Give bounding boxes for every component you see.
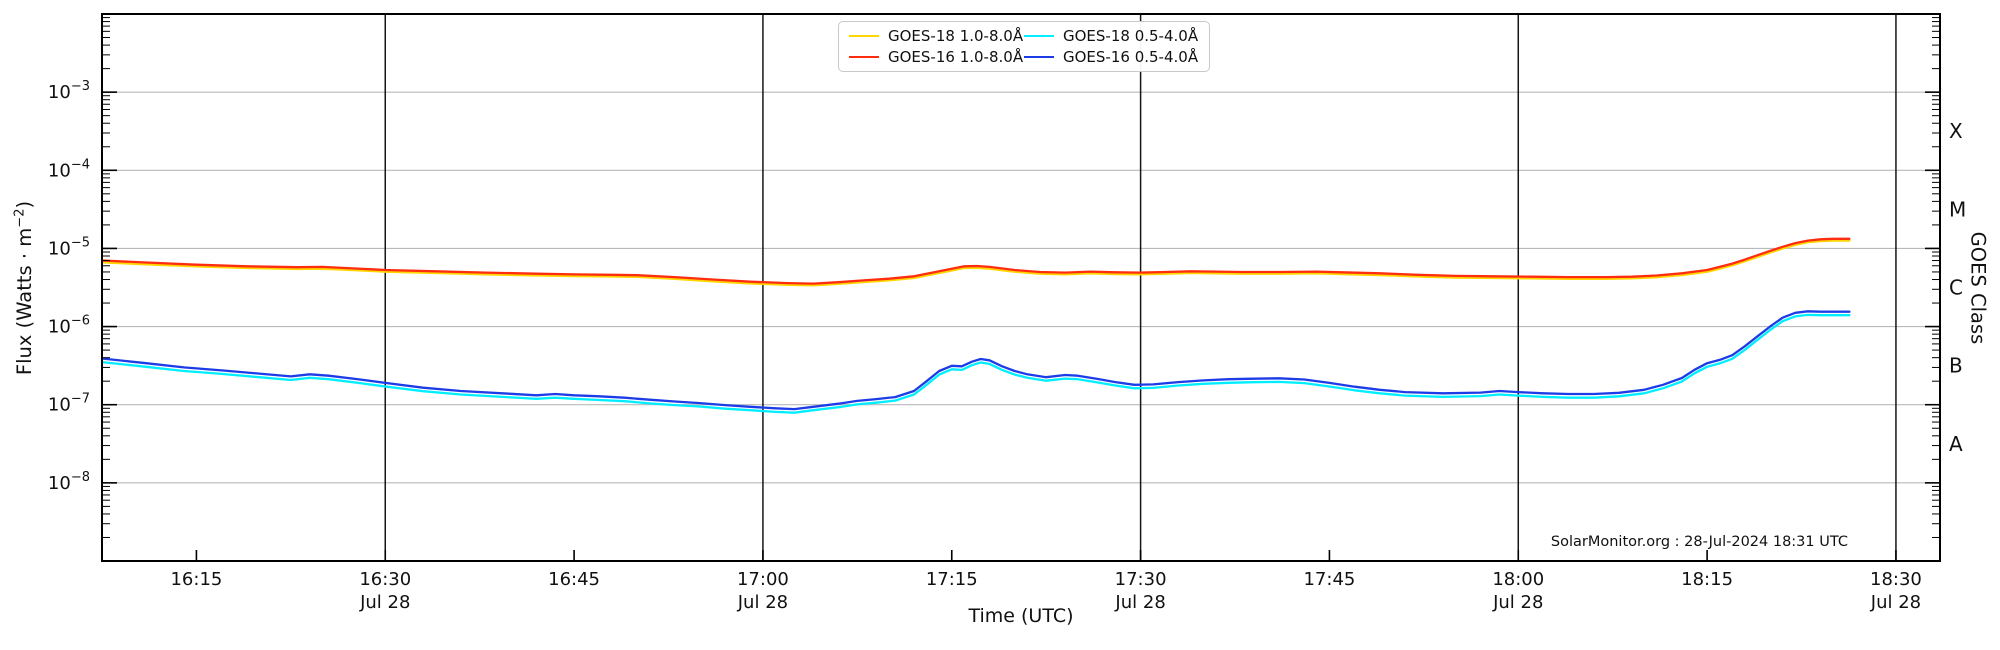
legend: GOES-18 1.0-8.0Å GOES-16 1.0-8.0Å GOES-18 … (838, 21, 1210, 72)
y-axis-title-exponent: −2 (12, 208, 28, 228)
goes-class-label: X (1949, 119, 1963, 143)
goes-class-label: B (1949, 354, 1963, 378)
source-stamp: SolarMonitor.org : 28-Jul-2024 18:31 UTC (1550, 534, 1848, 550)
legend-swatch-goes16-long (849, 56, 879, 59)
x-tick-date-sublabel: Jul 28 (1492, 592, 1543, 613)
legend-entry-goes16-long: GOES-16 1.0-8.0Å (849, 48, 1024, 66)
series-goes18-short (100, 313, 1851, 414)
legend-entry-goes16-short: GOES-16 0.5-4.0Å (1024, 48, 1199, 66)
legend-label: GOES-16 1.0-8.0Å (888, 48, 1024, 67)
x-axis-title: Time (UTC) (968, 605, 1074, 627)
goes-class-label: M (1949, 197, 1966, 221)
x-tick-label: 17:15 (926, 569, 978, 590)
x-tick-date-sublabel: Jul 28 (1870, 592, 1921, 613)
x-tick-label: 16:15 (170, 569, 222, 590)
x-tick-label: 18:30 (1870, 569, 1922, 590)
legend-swatch-goes16-short (1024, 56, 1054, 59)
x-tick-date-sublabel: Jul 28 (737, 592, 788, 613)
goes-class-label: C (1949, 276, 1963, 300)
x-tick-label: 17:00 (737, 569, 789, 590)
legend-label: GOES-16 0.5-4.0Å (1063, 48, 1199, 67)
legend-swatch-goes18-short (1024, 34, 1054, 37)
legend-entry-goes18-short: GOES-18 0.5-4.0Å (1024, 27, 1199, 45)
x-tick-label: 18:00 (1492, 569, 1544, 590)
x-tick-label: 18:15 (1681, 569, 1733, 590)
x-tick-label: 17:45 (1303, 569, 1355, 590)
x-tick-label: 16:45 (548, 569, 600, 590)
x-tick-label: 16:30 (359, 569, 411, 590)
x-tick-label: 17:30 (1115, 569, 1167, 590)
legend-entry-goes18-long: GOES-18 1.0-8.0Å (849, 27, 1024, 45)
y-axis-title: Flux (Watts · m−2) (12, 201, 36, 375)
x-tick-date-sublabel: Jul 28 (1114, 592, 1165, 613)
series-goes18-long (100, 239, 1851, 287)
goes-class-label: A (1949, 432, 1963, 456)
series-goes16-short (100, 310, 1851, 411)
y-tick-label: 10−4 (48, 157, 90, 181)
series-goes16-long (100, 237, 1851, 285)
plot-frame (101, 13, 1941, 562)
legend-label: GOES-18 1.0-8.0Å (888, 26, 1024, 45)
y-axis-title-close: ) (12, 200, 36, 209)
legend-label: GOES-18 0.5-4.0Å (1063, 26, 1199, 45)
legend-swatch-goes18-long (849, 34, 879, 37)
x-tick-date-sublabel: Jul 28 (359, 592, 410, 613)
y-axis-title-text: Flux (Watts · m (12, 227, 36, 376)
right-axis-title: GOES Class (1966, 231, 1990, 345)
